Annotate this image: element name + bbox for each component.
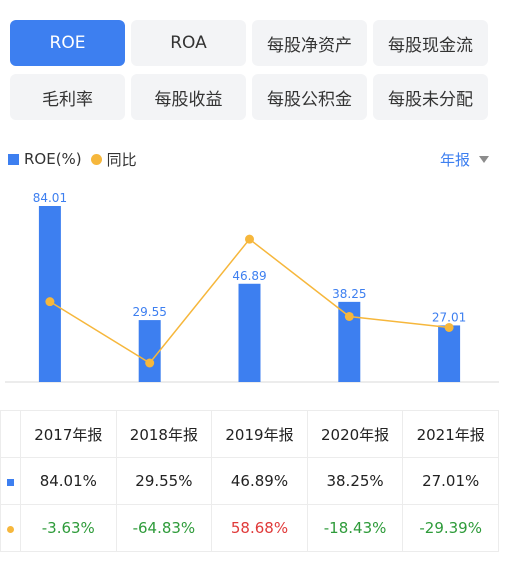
roe-square-icon [7,479,14,486]
bar-value-label: 27.01 [432,310,466,324]
table-cell: 84.01% [20,457,117,505]
yoy-point [344,311,354,321]
row-key-cell [0,457,21,505]
table-header: 2019年报 [211,410,308,458]
bar-value-label: 29.55 [133,305,167,319]
table-cell: 27.01% [402,457,499,505]
bar-value-label: 84.01 [33,191,67,205]
table-cell: 29.55% [115,457,213,505]
table-header: 2020年报 [306,410,404,458]
legend-bar-label: ROE(%) [24,150,82,168]
table-header: 2018年报 [115,410,213,458]
yoy-point [45,297,55,307]
table-cell: -3.63% [20,504,117,552]
table-row-roe: 84.01% 29.55% 46.89% 38.25% 27.01% [0,457,499,505]
caret-down-icon [479,155,489,163]
table-row-yoy: -3.63% -64.83% 58.68% -18.43% -29.39% [0,504,499,552]
table-header: 2021年报 [402,410,499,458]
tab-net-assets-per-share[interactable]: 每股净资产 [252,20,367,66]
chart-legend: ROE(%) 同比 [8,148,137,170]
tab-gross-margin[interactable]: 毛利率 [10,74,125,120]
table-header: 2017年报 [20,410,117,458]
yoy-dot-icon [7,526,14,533]
tab-undistributed-profit-per-share[interactable]: 每股未分配 [373,74,488,120]
legend-bar-swatch [8,153,19,165]
roe-bar [238,283,261,382]
tab-capital-reserve-per-share[interactable]: 每股公积金 [252,74,367,120]
table-cell: 46.89% [211,457,308,505]
yoy-point [245,234,254,244]
tab-roe[interactable]: ROE [10,20,125,66]
indicator-tabs: ROE ROA 每股净资产 每股现金流 毛利率 每股收益 每股公积金 每股未分配 [10,20,488,120]
roe-bar [438,325,461,382]
data-table: 2017年报 2018年报 2019年报 2020年报 2021年报 84.01… [0,410,499,552]
table-cell: 58.68% [211,504,308,552]
bar-value-label: 46.89 [232,269,266,283]
table-header-row: 2017年报 2018年报 2019年报 2020年报 2021年报 [0,410,499,458]
roe-chart: 84.01 29.55 46.89 38.25 27.01 [5,191,499,383]
table-cell: 38.25% [306,457,404,505]
period-selector-label: 年报 [439,150,470,169]
legend-line-label: 同比 [106,150,137,169]
roe-bar [138,320,161,382]
table-cell: -64.83% [115,504,213,552]
period-selector[interactable]: 年报 [440,148,489,170]
table-corner-cell [0,410,21,458]
yoy-point [145,358,155,368]
table-cell: -29.39% [402,504,499,552]
table-cell: -18.43% [306,504,404,552]
roe-bar [338,301,361,382]
tab-eps[interactable]: 每股收益 [131,74,246,120]
legend-line-swatch [90,153,102,165]
bar-value-label: 38.25 [332,287,366,301]
roe-bar [38,206,61,382]
tab-roa[interactable]: ROA [131,20,246,66]
row-key-cell [0,504,21,552]
tab-cash-flow-per-share[interactable]: 每股现金流 [373,20,488,66]
yoy-point [444,322,454,332]
